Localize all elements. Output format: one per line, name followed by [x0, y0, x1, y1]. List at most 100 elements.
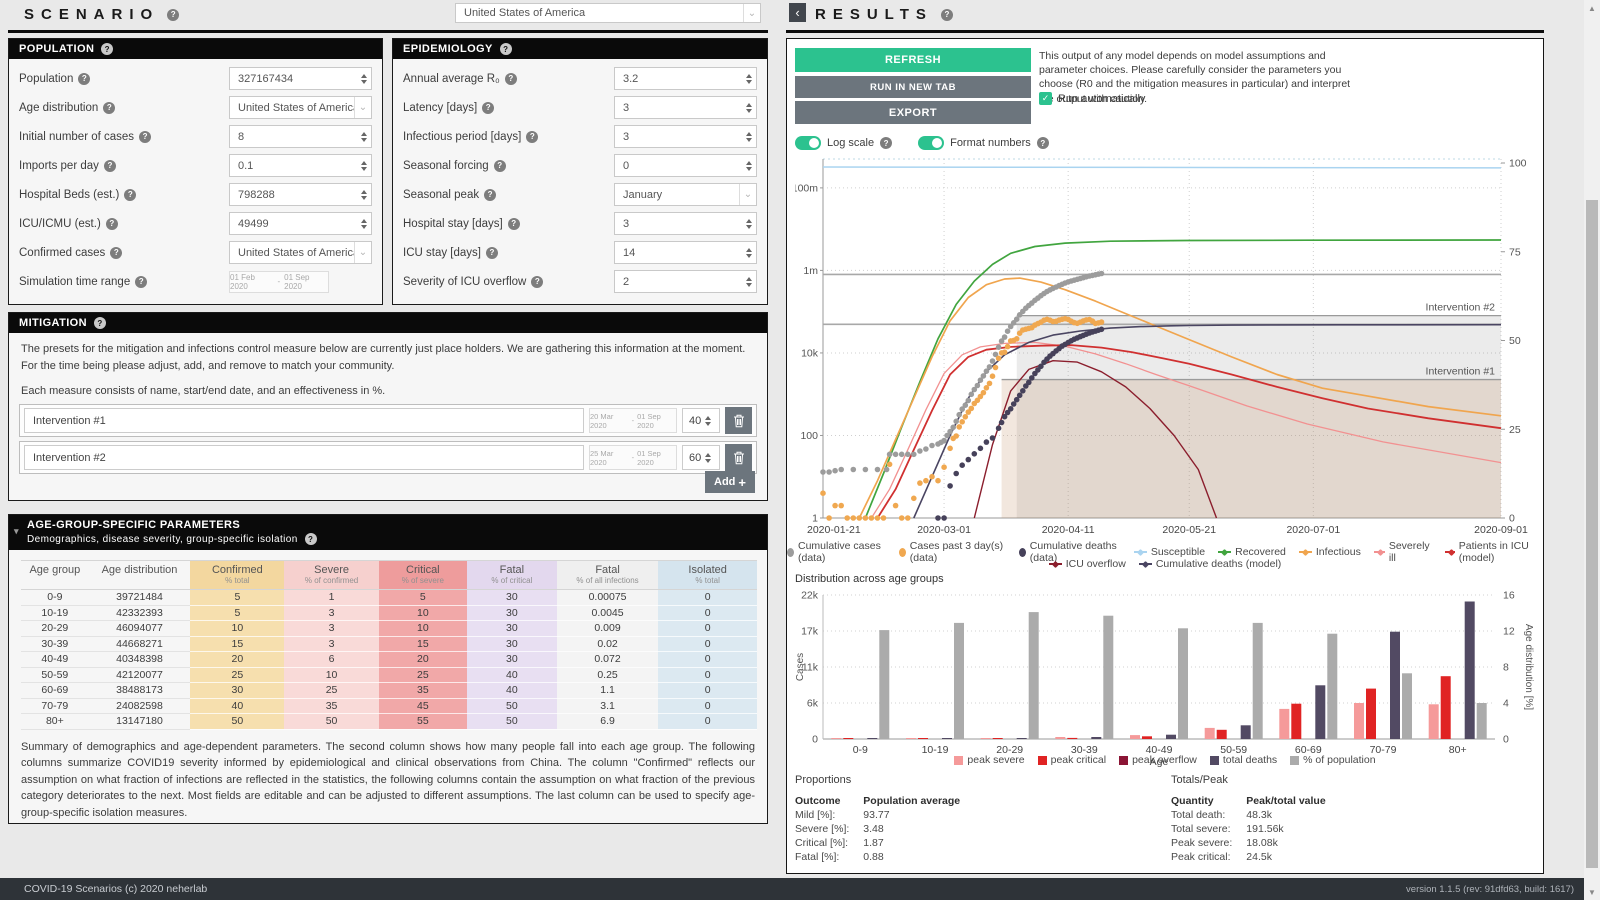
intervention-effectiveness-input[interactable]: 60 [682, 445, 720, 471]
help-icon[interactable]: ? [880, 137, 893, 149]
spinner-control[interactable] [357, 126, 371, 147]
legend-item-icu-overflow[interactable]: ICU overflow [1048, 558, 1126, 570]
scrollbar-track[interactable]: ▲ ▼ [1584, 0, 1600, 900]
spin-up-icon[interactable] [705, 415, 712, 420]
help-icon[interactable]: ? [167, 8, 180, 21]
hospital-beds-est-input[interactable]: 798288 [229, 183, 372, 206]
spin-down-icon[interactable] [361, 166, 367, 171]
spin-down-icon[interactable] [361, 224, 367, 229]
legend-item-of-population[interactable]: % of population [1290, 754, 1376, 766]
help-icon[interactable]: ? [101, 43, 114, 55]
latency-days-input[interactable]: 3 [614, 96, 757, 119]
legend-item-cases-past-3-day-s-data[interactable]: Cases past 3 day(s) (data) [898, 540, 1006, 564]
spin-down-icon[interactable] [705, 458, 712, 463]
spinner-control[interactable] [357, 184, 371, 205]
help-icon[interactable]: ? [507, 217, 520, 230]
intervention-name-input[interactable]: Intervention #1 [24, 408, 584, 434]
spin-up-icon[interactable] [746, 73, 752, 78]
infectious-period-days-input[interactable]: 3 [614, 125, 757, 148]
collapse-results-button[interactable]: ‹ [789, 3, 806, 22]
spin-down-icon[interactable] [746, 137, 752, 142]
spinner-control[interactable] [357, 155, 371, 176]
population-input[interactable]: 327167434 [229, 67, 372, 90]
format-numbers-toggle[interactable] [918, 136, 945, 150]
help-icon[interactable]: ? [93, 317, 106, 329]
imports-per-day-input[interactable]: 0.1 [229, 154, 372, 177]
spinner-control[interactable] [742, 213, 756, 234]
scrollbar-thumb[interactable] [1586, 200, 1598, 868]
annual-average-r-input[interactable]: 3.2 [614, 67, 757, 90]
legend-item-peak-severe[interactable]: peak severe [954, 754, 1025, 766]
run-automatically-checkbox[interactable]: ✓ [1039, 92, 1052, 105]
spin-up-icon[interactable] [746, 131, 752, 136]
spin-up-icon[interactable] [705, 452, 712, 457]
intervention-name-input[interactable]: Intervention #2 [24, 445, 584, 471]
delete-intervention-button[interactable] [725, 444, 752, 472]
run-in-new-tab-button[interactable]: RUN IN NEW TAB [795, 76, 1031, 98]
delete-intervention-button[interactable] [725, 407, 752, 435]
spinner-control[interactable] [742, 242, 756, 263]
spin-down-icon[interactable] [361, 79, 367, 84]
help-icon[interactable]: ? [482, 101, 495, 114]
intervention-daterange[interactable]: 20 Mar 2020-01 Sep 2020 [589, 408, 677, 434]
collapse-caret-icon[interactable]: ▾ [14, 526, 19, 536]
legend-item-peak-critical[interactable]: peak critical [1037, 754, 1106, 766]
help-icon[interactable]: ? [304, 533, 317, 545]
spin-down-icon[interactable] [746, 108, 752, 113]
spin-down-icon[interactable] [361, 137, 367, 142]
intervention-effectiveness-input[interactable]: 40 [682, 408, 720, 434]
seasonal-peak-select[interactable]: January ⌄ [614, 183, 757, 206]
help-icon[interactable]: ? [78, 72, 91, 85]
spinner-control[interactable] [742, 68, 756, 89]
help-icon[interactable]: ? [504, 72, 517, 85]
icu-stay-days-input[interactable]: 14 [614, 241, 757, 264]
spin-up-icon[interactable] [746, 276, 752, 281]
icu-icmu-est-input[interactable]: 49499 [229, 212, 372, 235]
legend-item-cumulative-deaths-model[interactable]: Cumulative deaths (model) [1138, 558, 1281, 570]
add-intervention-button[interactable]: Add + [705, 471, 755, 493]
legend-item-cumulative-cases-data[interactable]: Cumulative cases (data) [787, 540, 886, 564]
spin-down-icon[interactable] [746, 253, 752, 258]
spinner-control[interactable] [701, 409, 715, 432]
spinner-control[interactable] [701, 446, 715, 469]
legend-item-peak-overflow[interactable]: peak overflow [1119, 754, 1197, 766]
spinner-control[interactable] [742, 271, 756, 292]
export-button[interactable]: EXPORT [795, 101, 1031, 124]
help-icon[interactable]: ? [531, 275, 544, 288]
help-icon[interactable]: ? [139, 130, 152, 143]
spin-down-icon[interactable] [705, 421, 712, 426]
spin-down-icon[interactable] [746, 224, 752, 229]
spinner-control[interactable] [742, 97, 756, 118]
severity-of-icu-overflow-input[interactable]: 2 [614, 270, 757, 293]
legend-item-patients-in-icu-model[interactable]: Patients in ICU (model) [1444, 540, 1543, 564]
spin-down-icon[interactable] [361, 195, 367, 200]
spin-down-icon[interactable] [746, 166, 752, 171]
legend-item-infectious[interactable]: Infectious [1298, 540, 1361, 564]
help-icon[interactable]: ? [526, 130, 539, 143]
spin-up-icon[interactable] [746, 160, 752, 165]
spinner-control[interactable] [742, 126, 756, 147]
spin-up-icon[interactable] [746, 218, 752, 223]
help-icon[interactable]: ? [103, 101, 116, 114]
spin-up-icon[interactable] [361, 131, 367, 136]
log-scale-toggle[interactable] [795, 136, 821, 150]
spin-down-icon[interactable] [746, 79, 752, 84]
help-icon[interactable]: ? [124, 188, 137, 201]
help-icon[interactable]: ? [940, 8, 953, 21]
help-icon[interactable]: ? [103, 159, 116, 172]
scroll-down-arrow[interactable]: ▼ [1588, 887, 1596, 897]
help-icon[interactable]: ? [485, 246, 498, 259]
legend-item-severely-ill[interactable]: Severely ill [1373, 540, 1432, 564]
initial-number-of-cases-input[interactable]: 8 [229, 125, 372, 148]
spin-up-icon[interactable] [746, 102, 752, 107]
legend-item-recovered[interactable]: Recovered [1218, 540, 1286, 564]
spin-up-icon[interactable] [361, 189, 367, 194]
spinner-control[interactable] [742, 155, 756, 176]
spinner-control[interactable] [357, 213, 371, 234]
age-distribution-select[interactable]: United States of America ⌄ [229, 96, 372, 119]
spin-up-icon[interactable] [746, 247, 752, 252]
spinner-control[interactable] [357, 68, 371, 89]
help-icon[interactable]: ? [484, 188, 497, 201]
spin-down-icon[interactable] [746, 282, 752, 287]
help-icon[interactable]: ? [499, 43, 512, 55]
